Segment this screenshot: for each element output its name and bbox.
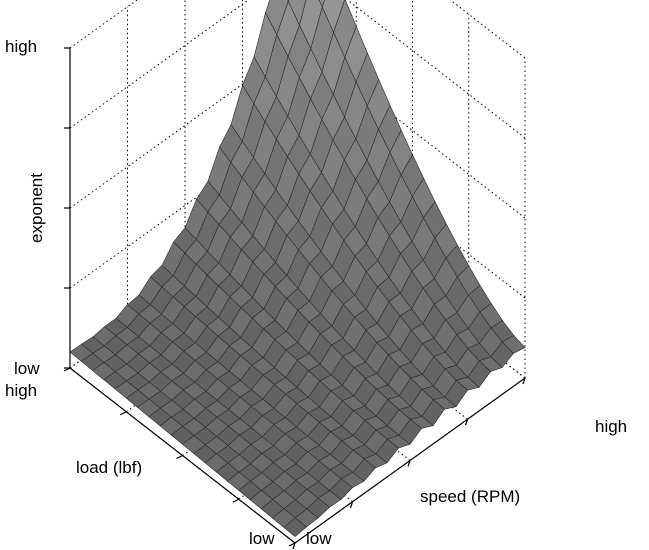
x-tick-0	[292, 542, 296, 550]
z-tick-low: low	[14, 359, 40, 378]
y-tick-3	[119, 411, 127, 416]
y-tick-2	[176, 454, 183, 460]
z-axis-label: exponent	[27, 173, 46, 243]
y-tick-high: high	[5, 381, 37, 400]
y-tick-4	[63, 367, 71, 372]
x-axis-label: speed (RPM)	[420, 487, 520, 506]
y-tick-1	[232, 498, 240, 503]
surface-facet	[283, 517, 307, 537]
x-tick-2	[407, 460, 411, 467]
x-tick-3	[464, 419, 469, 426]
x-tick-1	[349, 501, 354, 508]
y-tick-0	[288, 542, 296, 547]
x-tick-4	[522, 377, 526, 385]
y-axis-label: load (lbf)	[76, 458, 142, 477]
y-tick-low: low	[249, 529, 275, 548]
z-tick-high: high	[5, 37, 37, 56]
surface-facet	[318, 0, 325, 8]
x-tick-low: low	[306, 529, 332, 548]
x-tick-high: high	[595, 417, 627, 436]
surface	[69, 0, 526, 537]
axes	[63, 47, 526, 550]
